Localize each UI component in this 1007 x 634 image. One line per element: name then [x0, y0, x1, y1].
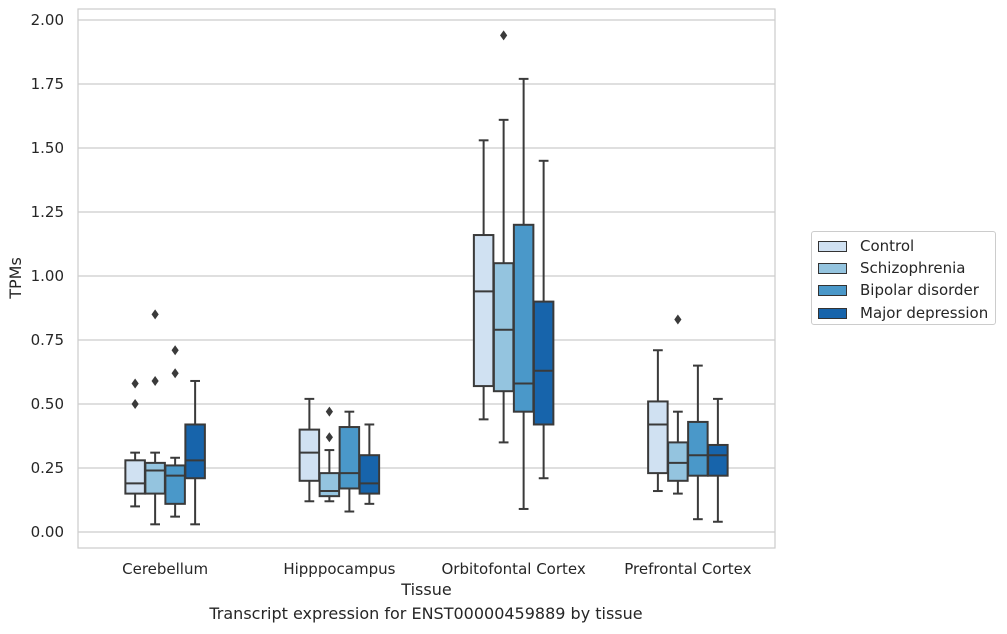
outlier-point [151, 309, 159, 320]
legend-swatch [818, 262, 847, 274]
y-tick-label: 1.75 [31, 75, 64, 93]
legend-item-bipolar-disorder: Bipolar disorder [818, 280, 979, 300]
iqr-box [707, 443, 729, 477]
box-groups [124, 30, 729, 526]
y-tick-labels: 0.00 0.25 0.50 0.75 1.00 1.25 1.50 1.75 2.00 [31, 11, 64, 541]
x-tick-label: Cerebellum [122, 560, 208, 578]
box-schizophrenia [492, 30, 515, 444]
y-axis-label: TPMs [6, 257, 25, 300]
outlier-point [325, 432, 333, 443]
outlier-point [131, 378, 139, 389]
iqr-box [144, 461, 166, 495]
iqr-box [338, 426, 361, 490]
box-control [647, 349, 669, 493]
legend-swatch [818, 240, 847, 252]
iqr-box [647, 400, 669, 475]
outlier-point [325, 406, 333, 417]
outlier-point [131, 399, 139, 409]
y-tick-label: 1.25 [31, 203, 64, 221]
box-bipolar-disorder [687, 364, 709, 521]
iqr-box [358, 454, 381, 495]
y-tick-label: 0.50 [31, 395, 64, 413]
box-major-depression [184, 379, 206, 526]
box-control [124, 378, 146, 508]
legend-label: Bipolar disorder [860, 281, 979, 299]
outlier-point [171, 368, 179, 379]
legend-swatch [818, 307, 847, 319]
figure-caption: Transcript expression for ENST0000045988… [209, 604, 643, 623]
legend-item-major-depression: Major depression [818, 303, 988, 323]
box-schizophrenia [667, 314, 689, 495]
x-tick-label: Hipppocampus [283, 560, 395, 578]
box-bipolar-disorder [512, 77, 535, 510]
box-bipolar-disorder [338, 410, 361, 513]
legend-item-schizophrenia: Schizophrenia [818, 258, 965, 278]
y-tick-label: 0.75 [31, 331, 64, 349]
legend-item-control: Control [818, 236, 914, 256]
x-tick-labels: Cerebellum Hipppocampus Orbitofontal Corte… [122, 560, 751, 578]
outlier-point [500, 30, 508, 41]
outlier-point [674, 314, 682, 325]
y-tick-label: 1.50 [31, 139, 64, 157]
legend-label: Schizophrenia [860, 259, 966, 277]
iqr-box [318, 472, 341, 498]
box-major-depression [358, 423, 381, 505]
plot-frame [77, 8, 776, 549]
iqr-box [164, 464, 186, 505]
iqr-box [184, 423, 206, 480]
box-bipolar-disorder [164, 345, 186, 518]
box-major-depression [532, 159, 555, 480]
x-tick-label: Prefrontal Cortex [624, 560, 751, 578]
iqr-box [472, 234, 495, 388]
outlier-point [171, 345, 179, 356]
y-tick-label: 0.00 [31, 523, 64, 541]
legend-label: Control [860, 237, 915, 255]
iqr-box [687, 420, 709, 477]
legend: Control Schizophrenia Bipolar disorder M… [811, 231, 996, 325]
box-major-depression [707, 397, 729, 523]
iqr-box [492, 262, 515, 393]
box-control [472, 139, 495, 421]
y-tick-label: 1.00 [31, 267, 64, 285]
iqr-box [124, 459, 146, 495]
outlier-point [151, 375, 159, 386]
iqr-box [532, 300, 555, 426]
y-tick-label: 0.25 [31, 459, 64, 477]
iqr-box [667, 441, 689, 482]
legend-swatch [818, 284, 847, 296]
y-tick-label: 2.00 [31, 11, 64, 29]
x-axis-label: Tissue [400, 580, 451, 599]
iqr-box [298, 428, 321, 482]
x-tick-label: Orbitofontal Cortex [442, 560, 586, 578]
legend-label: Major depression [860, 304, 989, 322]
box-schizophrenia [144, 309, 166, 526]
box-control [298, 397, 321, 503]
box-schizophrenia [318, 406, 341, 503]
